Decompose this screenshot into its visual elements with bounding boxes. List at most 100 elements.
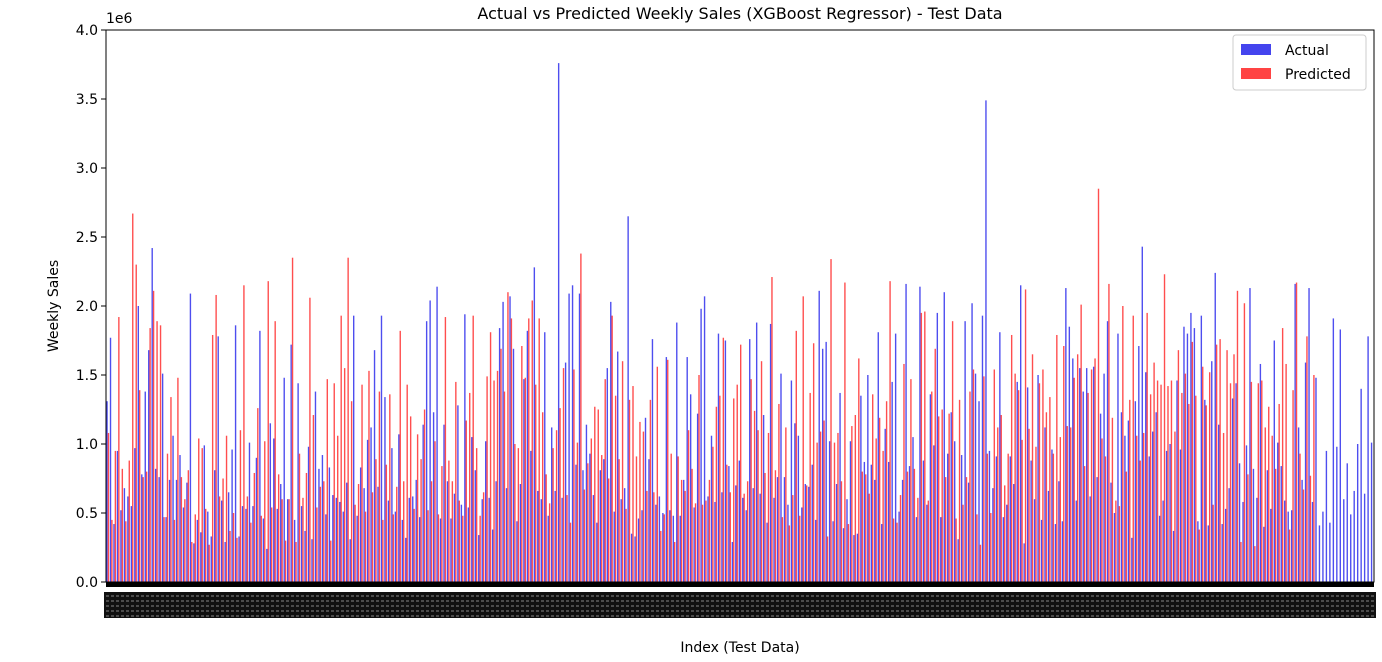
bar-actual xyxy=(891,381,893,582)
bar-predicted xyxy=(646,490,648,582)
bar-predicted xyxy=(493,380,495,582)
bar-predicted xyxy=(1198,529,1200,582)
bar-actual xyxy=(1124,435,1126,582)
bar-predicted xyxy=(767,432,770,582)
bar-actual xyxy=(898,511,900,582)
bar-predicted xyxy=(830,259,832,582)
bar-actual xyxy=(1117,333,1119,582)
bar-actual xyxy=(384,397,386,582)
bar-predicted xyxy=(562,368,565,582)
bar-predicted xyxy=(684,490,686,582)
bar-actual xyxy=(1242,501,1244,582)
bar-predicted xyxy=(413,508,415,582)
bar-actual xyxy=(412,496,414,582)
bar-actual xyxy=(613,511,615,582)
bar-actual xyxy=(901,479,904,582)
bar-predicted xyxy=(521,346,523,582)
bar-predicted xyxy=(1226,350,1228,582)
bar-actual xyxy=(1214,272,1216,582)
bar-predicted xyxy=(1163,274,1166,582)
bar-predicted xyxy=(792,495,794,582)
bar-actual xyxy=(1231,398,1234,582)
bar-predicted xyxy=(111,519,113,582)
bars-group xyxy=(106,63,1373,583)
bar-actual xyxy=(137,306,140,582)
bar-predicted xyxy=(444,317,447,582)
bar-predicted xyxy=(271,507,273,582)
bar-predicted xyxy=(1274,468,1277,582)
bar-predicted xyxy=(951,321,954,582)
bar-predicted xyxy=(677,456,679,582)
bar-actual xyxy=(1023,543,1025,582)
bar-actual xyxy=(731,541,734,582)
bar-actual xyxy=(1134,401,1137,582)
bar-predicted xyxy=(1104,456,1107,582)
bar-actual xyxy=(634,536,636,582)
bar-actual xyxy=(523,379,525,582)
bar-predicted xyxy=(965,477,968,582)
bar-actual xyxy=(1016,381,1018,582)
bar-predicted xyxy=(910,379,912,582)
bar-actual xyxy=(766,522,768,582)
bar-predicted xyxy=(944,477,947,582)
bar-actual xyxy=(165,517,167,582)
bar-predicted xyxy=(632,386,634,582)
bar-actual xyxy=(1006,504,1008,582)
bar-predicted xyxy=(535,384,537,582)
bar-actual xyxy=(735,485,737,582)
bar-actual xyxy=(967,482,970,582)
bar-actual xyxy=(1207,525,1209,582)
bar-predicted xyxy=(680,479,683,582)
bar-actual xyxy=(995,456,998,582)
bar-predicted xyxy=(1302,489,1305,582)
bar-actual xyxy=(1259,363,1262,582)
bar-predicted xyxy=(437,514,440,582)
bar-actual xyxy=(881,524,883,582)
bar-predicted xyxy=(208,544,210,582)
bar-actual xyxy=(940,517,942,582)
bar-predicted xyxy=(955,518,957,582)
bar-actual xyxy=(419,517,421,582)
y-tick-label: 3.0 xyxy=(76,161,98,177)
bar-actual xyxy=(703,296,706,582)
bar-predicted xyxy=(1070,427,1072,582)
bar-actual xyxy=(391,448,393,582)
bar-predicted xyxy=(107,432,110,582)
bar-actual xyxy=(373,350,376,582)
bar-actual xyxy=(1127,420,1130,582)
bar-predicted xyxy=(788,525,791,582)
bar-actual xyxy=(1162,500,1164,582)
bar-actual xyxy=(1026,387,1029,582)
bar-predicted xyxy=(180,477,183,582)
bar-actual xyxy=(1221,524,1223,582)
bar-predicted xyxy=(152,290,155,582)
bar-actual xyxy=(495,481,497,582)
bar-actual xyxy=(828,441,831,582)
bar-actual xyxy=(1190,312,1192,582)
bar-actual xyxy=(1280,466,1282,582)
bar-actual xyxy=(1141,246,1143,582)
bar-predicted xyxy=(194,514,196,582)
bar-predicted xyxy=(1191,341,1194,582)
bar-actual xyxy=(1353,490,1355,582)
bar-actual xyxy=(1252,468,1255,582)
bar-predicted xyxy=(1066,426,1068,582)
bar-actual xyxy=(953,441,956,582)
bar-actual xyxy=(1315,377,1317,582)
bar-actual xyxy=(762,415,765,582)
bar-predicted xyxy=(1132,315,1134,582)
bar-predicted xyxy=(430,481,433,582)
bar-predicted xyxy=(1288,529,1291,582)
bar-actual xyxy=(505,488,508,582)
bar-actual xyxy=(1363,493,1366,582)
bar-predicted xyxy=(295,541,297,582)
bar-actual xyxy=(203,445,206,582)
bar-actual xyxy=(1339,329,1341,582)
bar-actual xyxy=(519,484,522,582)
bar-actual xyxy=(794,423,796,582)
bar-actual xyxy=(926,504,928,582)
bar-actual xyxy=(721,492,723,582)
bar-predicted xyxy=(555,430,558,582)
bar-actual xyxy=(887,461,890,582)
bar-predicted xyxy=(375,459,377,582)
